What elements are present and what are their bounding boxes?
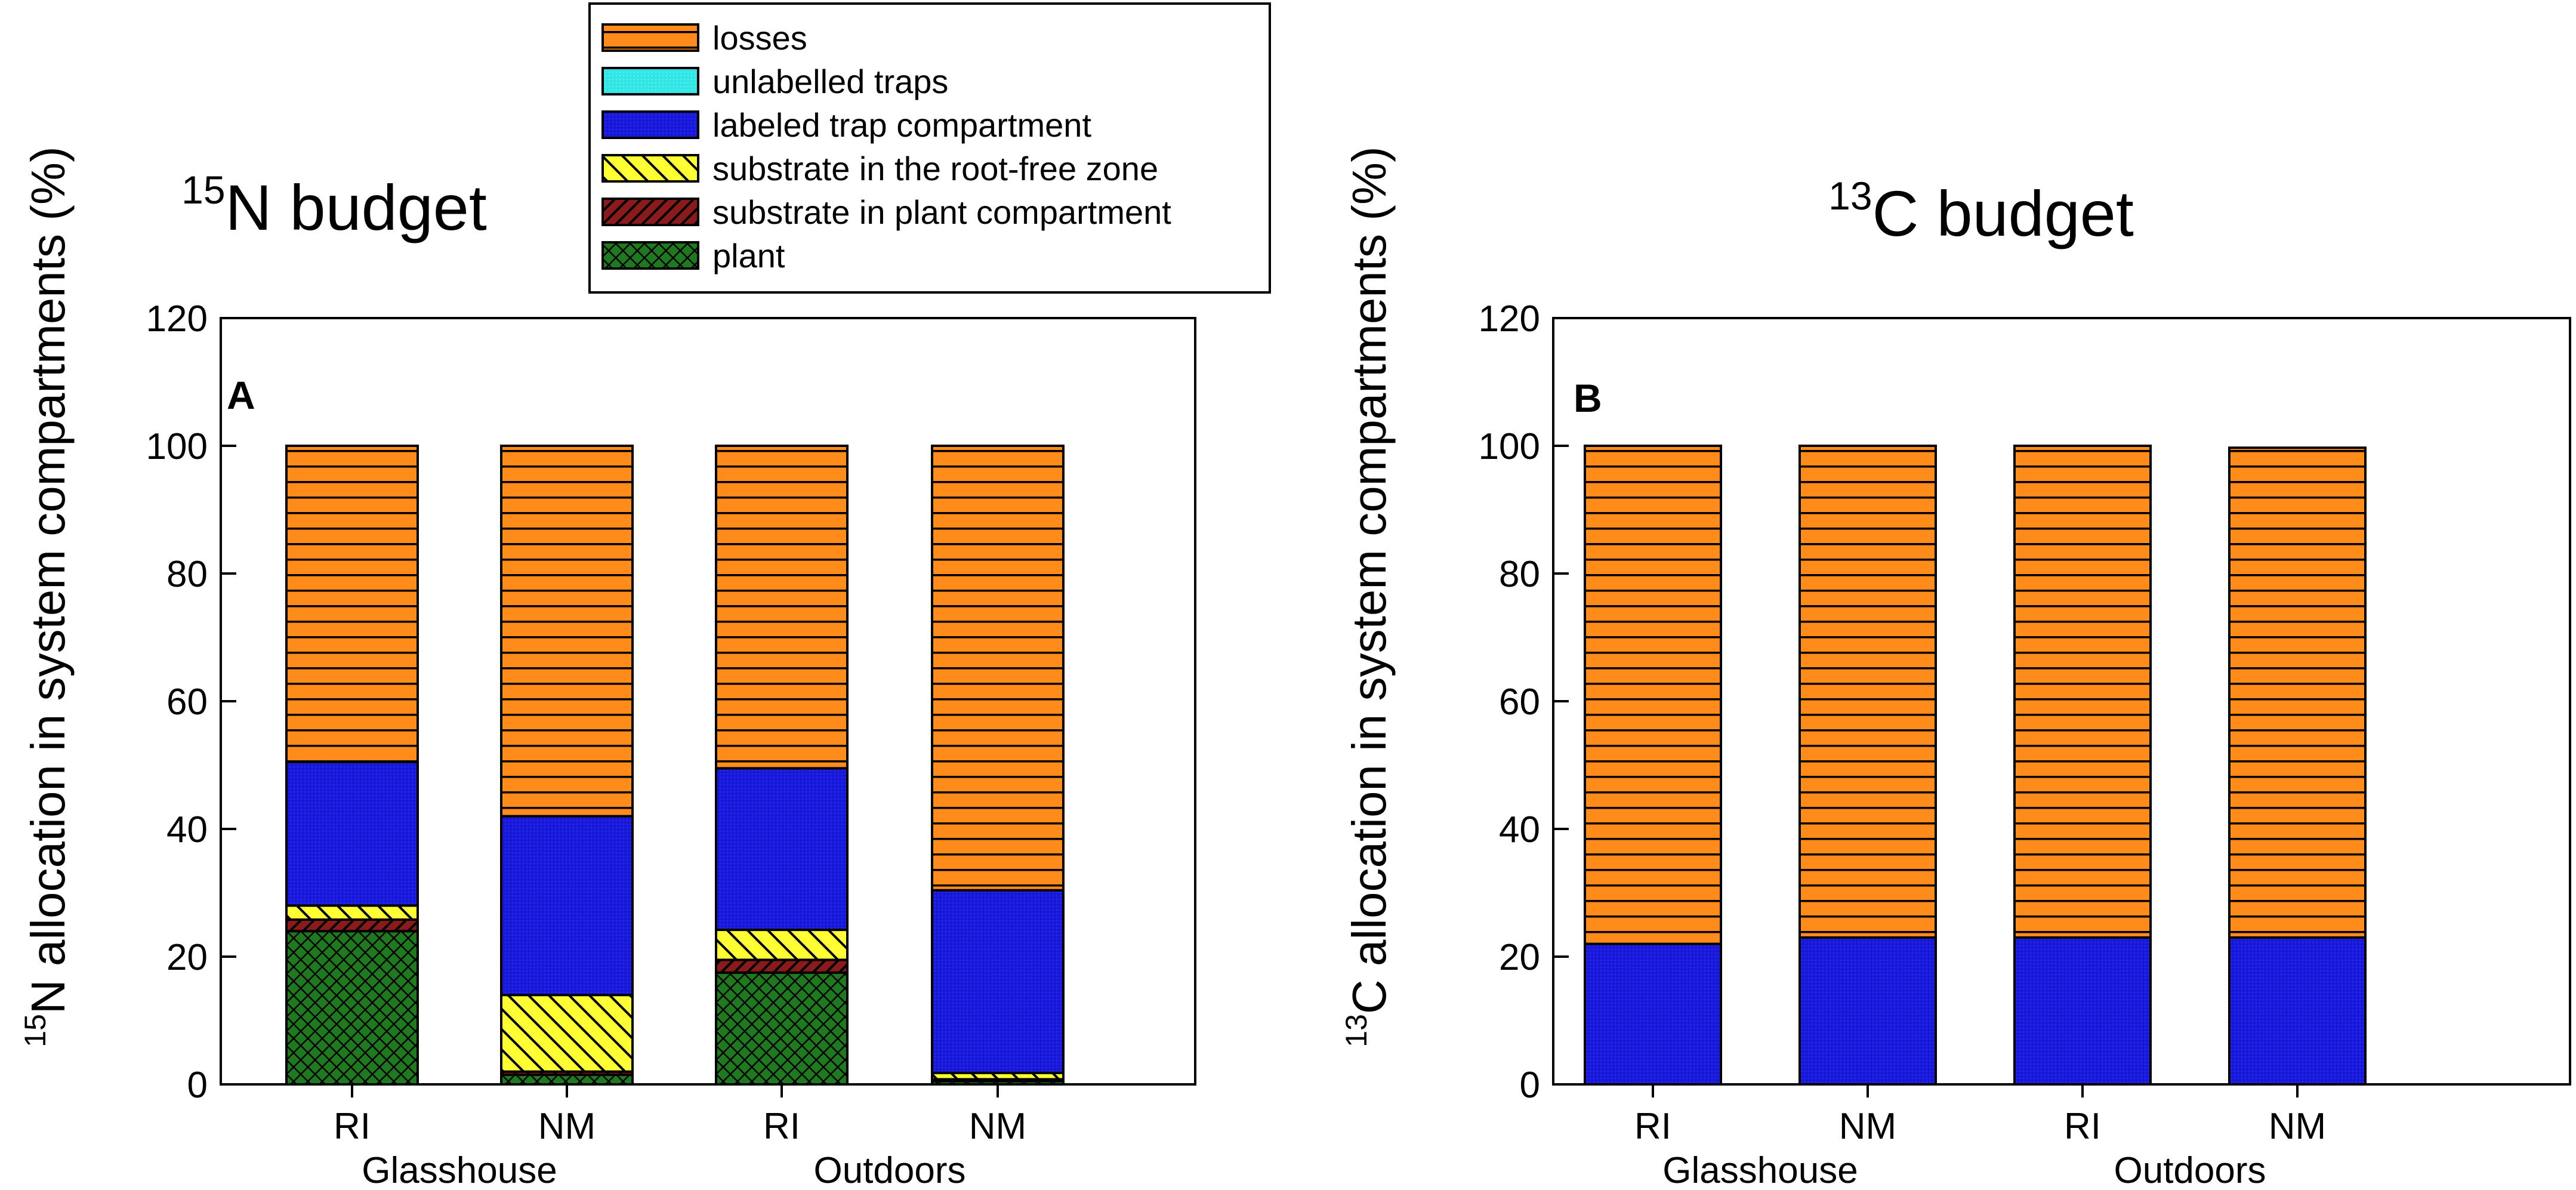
group-label: Glasshouse	[1662, 1150, 1858, 1190]
y-tick-label: 60	[166, 682, 208, 723]
y-tick-label: 40	[1499, 809, 1540, 850]
bar-segment-losses	[931, 445, 1065, 892]
bar-segment-labeled-trap	[500, 815, 634, 997]
bar-stack	[2228, 446, 2367, 1086]
bar-stack	[1798, 445, 1937, 1086]
legend-swatch-labeled-trap	[601, 110, 699, 139]
legend-swatch-substrate-rootfree	[601, 154, 699, 183]
legend-swatch-substrate-plant	[601, 198, 699, 226]
bar-segment-labeled-trap	[1584, 942, 1722, 1086]
y-tick-label: 80	[166, 554, 208, 595]
y-tick-label: 80	[1499, 554, 1540, 595]
bar-segment-substrate-rootfree	[715, 929, 849, 961]
panel-title: 15N budget	[181, 168, 487, 243]
y-tick-label: 100	[146, 426, 208, 467]
x-tick-label: RI	[763, 1106, 800, 1147]
legend-label: unlabelled traps	[712, 63, 948, 100]
y-tick-label: 20	[166, 937, 208, 978]
bar-stack	[1584, 445, 1722, 1086]
bar-segment-losses	[1584, 445, 1722, 945]
legend-label: substrate in the root-free zone	[712, 150, 1158, 187]
bar-segment-substrate-rootfree	[285, 904, 419, 921]
bar-segment-plant	[715, 971, 849, 1086]
bar-stack	[2013, 445, 2152, 1086]
legend-label: plant	[712, 237, 785, 275]
bar-stack	[931, 445, 1065, 1086]
group-label: Outdoors	[813, 1150, 965, 1190]
legend-label: labeled trap compartment	[712, 106, 1091, 144]
panel-13c-budget: 13C budget 13C allocation in system comp…	[1340, 146, 2571, 1190]
y-tick-label: 100	[1479, 426, 1540, 467]
x-tick-label: NM	[2269, 1106, 2326, 1147]
y-tick-label: 120	[1479, 298, 1540, 340]
legend-swatch-losses	[601, 23, 699, 52]
x-tick-label: RI	[2064, 1106, 2101, 1147]
bar-segment-losses	[2228, 446, 2367, 939]
group-label: Glasshouse	[362, 1150, 557, 1190]
legend-label: substrate in plant compartment	[712, 193, 1171, 231]
bar-segment-labeled-trap	[2228, 936, 2367, 1086]
legend: losses unlabelled traps labeled trap compa…	[588, 2, 1271, 294]
x-tick-label: NM	[538, 1106, 596, 1147]
plot-area-frame	[1552, 317, 2571, 1086]
bar-stack	[285, 445, 419, 1086]
y-axis-label: 15N allocation in system compartments (%…	[18, 146, 75, 1047]
bar-segment-plant	[285, 930, 419, 1086]
y-tick-label: 60	[1499, 682, 1540, 723]
bar-stack	[715, 445, 849, 1086]
bar-segment-losses	[2013, 445, 2152, 939]
bar-segment-losses	[715, 445, 849, 770]
panel-label: B	[1574, 376, 1602, 420]
y-axis-label: 13C allocation in system compartments (%…	[1340, 146, 1396, 1047]
bar-segment-plant	[500, 1073, 634, 1086]
y-tick-label: 120	[146, 298, 208, 340]
y-tick-label: 0	[1520, 1065, 1540, 1106]
bar-segment-labeled-trap	[1798, 936, 1937, 1086]
panel-15n-budget: 15N budget 15N allocation in system comp…	[18, 146, 1196, 1190]
legend-box	[588, 2, 1271, 294]
bar-segment-labeled-trap	[285, 760, 419, 907]
bar-segment-losses	[500, 445, 634, 818]
plot-area-frame	[220, 317, 1196, 1086]
bar-segment-substrate-plant	[285, 918, 419, 933]
legend-swatch-plant	[601, 241, 699, 270]
bar-segment-losses	[1798, 445, 1937, 939]
x-tick-label: RI	[334, 1106, 371, 1147]
group-label: Outdoors	[2114, 1150, 2266, 1190]
y-tick-label: 0	[187, 1065, 208, 1106]
bar-segment-losses	[285, 445, 419, 763]
panel-label: A	[227, 373, 255, 417]
y-tick-label: 40	[166, 809, 208, 850]
x-tick-label: NM	[1839, 1106, 1896, 1147]
bar-segment-labeled-trap	[2013, 936, 2152, 1086]
legend-swatch-unlabelled-traps	[601, 67, 699, 95]
bar-segment-labeled-trap	[931, 889, 1065, 1074]
legend-label: losses	[712, 19, 807, 57]
bar-segment-substrate-plant	[715, 958, 849, 974]
bar-segment-labeled-trap	[715, 767, 849, 932]
bar-stack	[500, 445, 634, 1086]
y-tick-label: 20	[1499, 937, 1540, 978]
panel-title: 13C budget	[1828, 174, 2134, 249]
bar-segment-substrate-rootfree	[500, 994, 634, 1073]
x-tick-label: RI	[1634, 1106, 1671, 1147]
x-tick-label: NM	[969, 1106, 1026, 1147]
